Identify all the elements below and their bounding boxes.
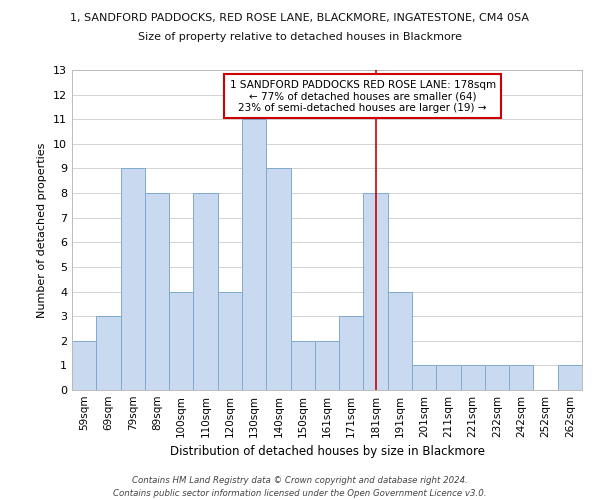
Bar [121,168,145,390]
Bar [412,366,436,390]
Bar [339,316,364,390]
Bar [461,366,485,390]
Bar [218,292,242,390]
Bar [169,292,193,390]
Bar [485,366,509,390]
Bar [436,366,461,390]
Bar [509,366,533,390]
Bar [145,193,169,390]
Text: Contains HM Land Registry data © Crown copyright and database right 2024.
Contai: Contains HM Land Registry data © Crown c… [113,476,487,498]
Bar [242,119,266,390]
X-axis label: Distribution of detached houses by size in Blackmore: Distribution of detached houses by size … [170,446,485,458]
Text: 1 SANDFORD PADDOCKS RED ROSE LANE: 178sqm
← 77% of detached houses are smaller (: 1 SANDFORD PADDOCKS RED ROSE LANE: 178sq… [230,80,496,113]
Bar [193,193,218,390]
Text: Size of property relative to detached houses in Blackmore: Size of property relative to detached ho… [138,32,462,42]
Bar [388,292,412,390]
Bar [290,341,315,390]
Bar [315,341,339,390]
Text: 1, SANDFORD PADDOCKS, RED ROSE LANE, BLACKMORE, INGATESTONE, CM4 0SA: 1, SANDFORD PADDOCKS, RED ROSE LANE, BLA… [71,12,530,22]
Bar [266,168,290,390]
Bar [364,193,388,390]
Bar [558,366,582,390]
Y-axis label: Number of detached properties: Number of detached properties [37,142,47,318]
Bar [96,316,121,390]
Bar [72,341,96,390]
